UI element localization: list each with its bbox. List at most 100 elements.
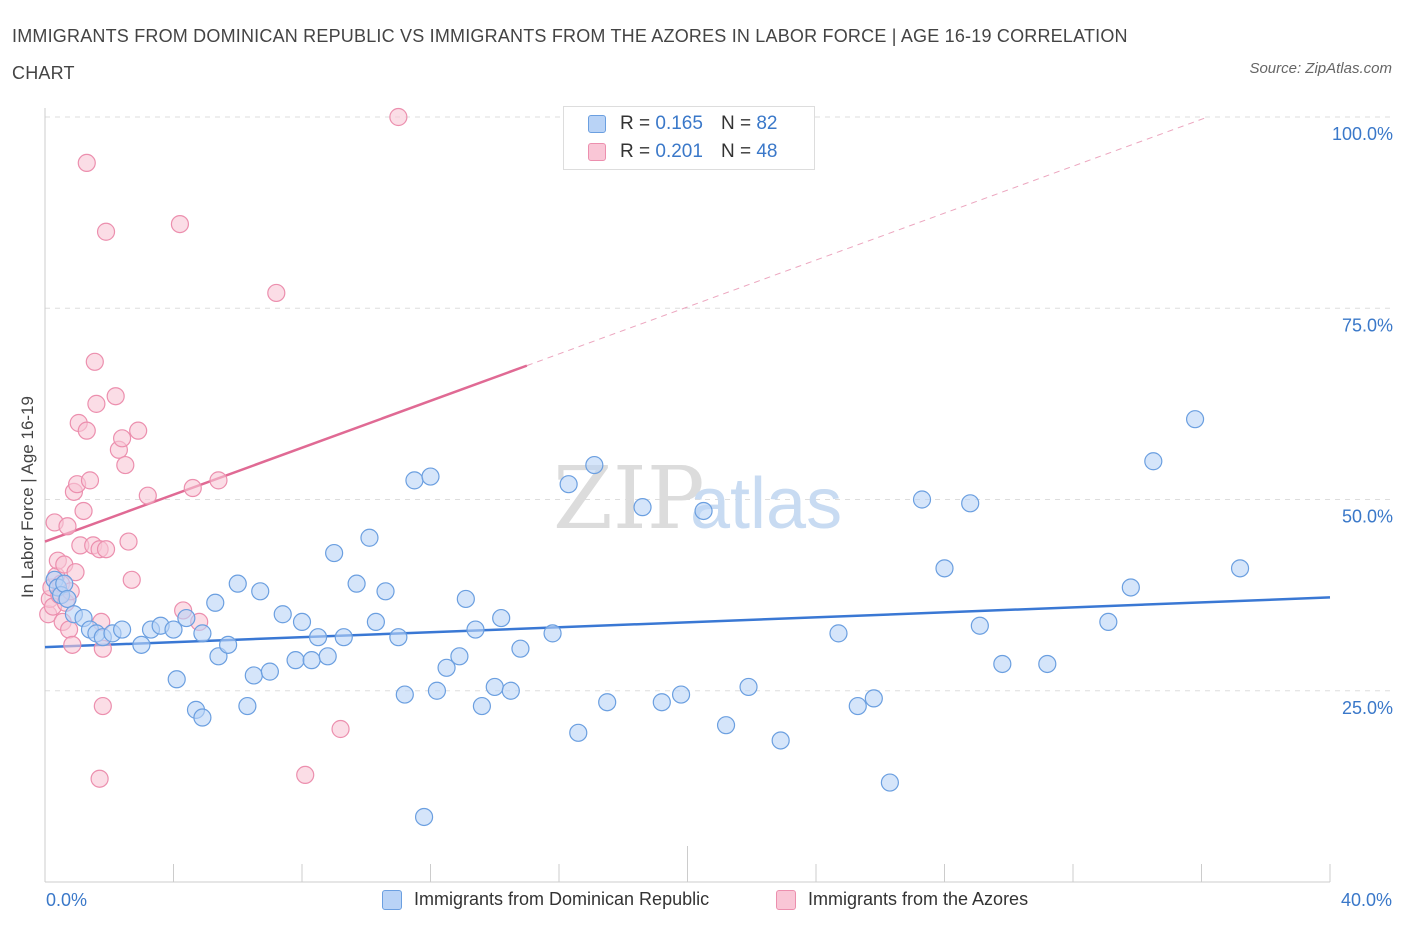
point-blue <box>260 662 279 681</box>
point-pink <box>77 153 96 172</box>
point-blue <box>228 574 247 593</box>
y-tick-label: 50.0% <box>1342 507 1393 527</box>
point-blue <box>405 471 424 490</box>
point-blue <box>292 612 312 632</box>
point-blue <box>318 647 337 666</box>
gridlines <box>45 116 1395 692</box>
legend-label-dominican: Immigrants from Dominican Republic <box>414 889 710 909</box>
point-blue <box>366 612 385 632</box>
point-blue <box>485 677 504 697</box>
point-blue <box>880 773 899 792</box>
stats-legend: R = 0.165 N = 82 R = 0.201 N = 48 <box>563 106 815 170</box>
point-blue <box>389 628 408 647</box>
point-blue <box>694 501 713 521</box>
point-blue <box>472 696 491 716</box>
point-pink <box>58 517 77 536</box>
point-blue <box>492 608 511 628</box>
point-blue <box>112 620 132 639</box>
y-tick-label: 100.0% <box>1332 124 1393 144</box>
point-blue <box>598 693 617 712</box>
point-blue <box>671 685 691 704</box>
legend-r-label: R = <box>620 141 651 162</box>
point-blue <box>1185 410 1205 429</box>
point-pink <box>96 540 116 559</box>
point-blue <box>325 543 344 563</box>
x-tick-label-min: 0.0% <box>46 890 88 910</box>
legend-row-dominican: R = 0.165 N = 82 <box>588 112 777 136</box>
point-blue <box>1121 578 1140 597</box>
point-blue <box>238 696 257 716</box>
point-pink <box>209 471 228 490</box>
point-blue <box>193 708 212 727</box>
point-pink <box>170 215 190 234</box>
point-pink <box>331 719 350 739</box>
point-blue <box>219 635 238 654</box>
point-pink <box>66 563 85 582</box>
point-blue <box>273 605 292 624</box>
point-blue <box>206 593 225 612</box>
point-blue <box>466 620 485 639</box>
point-blue <box>55 574 74 593</box>
point-blue <box>961 494 980 513</box>
point-blue <box>970 616 989 635</box>
point-blue <box>848 696 867 716</box>
point-blue <box>633 498 652 517</box>
point-pink <box>93 696 112 716</box>
legend-swatch-blue <box>588 115 606 133</box>
point-pink <box>74 501 93 521</box>
point-blue <box>716 716 736 735</box>
point-blue <box>771 731 790 750</box>
point-blue <box>244 666 263 685</box>
point-blue <box>58 589 77 609</box>
legend-row-azores: R = 0.201 N = 48 <box>588 140 777 164</box>
point-pink <box>80 471 100 490</box>
point-blue <box>450 647 469 666</box>
point-pink <box>106 387 125 406</box>
legend-r-value: 0.165 <box>655 113 703 134</box>
point-blue <box>251 582 270 601</box>
point-blue <box>935 559 954 578</box>
point-pink <box>267 283 286 303</box>
y-tick-label: 25.0% <box>1342 698 1393 718</box>
watermark-atlas: atlas <box>690 464 842 544</box>
point-blue <box>421 467 440 486</box>
point-blue <box>1099 612 1118 632</box>
legend-swatch-pink <box>588 143 606 161</box>
point-blue <box>308 628 328 647</box>
legend-label-azores: Immigrants from the Azores <box>808 889 1029 909</box>
point-blue <box>334 628 353 647</box>
chart-title: IMMIGRANTS FROM DOMINICAN REPUBLIC VS IM… <box>12 26 1128 83</box>
legend-item-dominican: Immigrants from Dominican Republic <box>382 889 709 910</box>
point-pink <box>87 394 106 413</box>
trend-lines <box>44 116 1331 649</box>
point-pink <box>296 765 315 785</box>
point-pink <box>96 222 116 241</box>
point-blue <box>164 620 183 639</box>
point-pink <box>119 532 138 551</box>
legend-n-label: N = <box>720 141 752 162</box>
point-blue <box>829 624 848 643</box>
legend-item-azores: Immigrants from the Azores <box>776 889 1028 910</box>
point-blue <box>585 455 604 475</box>
legend-n-value: 48 <box>756 141 778 162</box>
point-blue <box>511 639 530 658</box>
legend-swatch-blue <box>382 889 402 910</box>
point-blue <box>912 490 932 509</box>
point-blue <box>347 574 366 593</box>
point-blue <box>437 658 456 677</box>
point-blue <box>177 608 196 628</box>
point-blue <box>456 589 475 609</box>
point-pink <box>59 620 79 639</box>
point-blue <box>993 654 1012 674</box>
legend-r-value: 0.201 <box>655 141 703 162</box>
point-pink <box>138 486 157 505</box>
legend-r-label: R = <box>620 113 651 134</box>
point-pink <box>116 455 135 475</box>
point-blue <box>864 689 883 708</box>
point-blue <box>501 681 520 700</box>
point-blue <box>1144 452 1163 471</box>
legend-n-value: 82 <box>756 113 778 134</box>
point-blue <box>739 677 758 697</box>
point-blue <box>376 582 395 601</box>
